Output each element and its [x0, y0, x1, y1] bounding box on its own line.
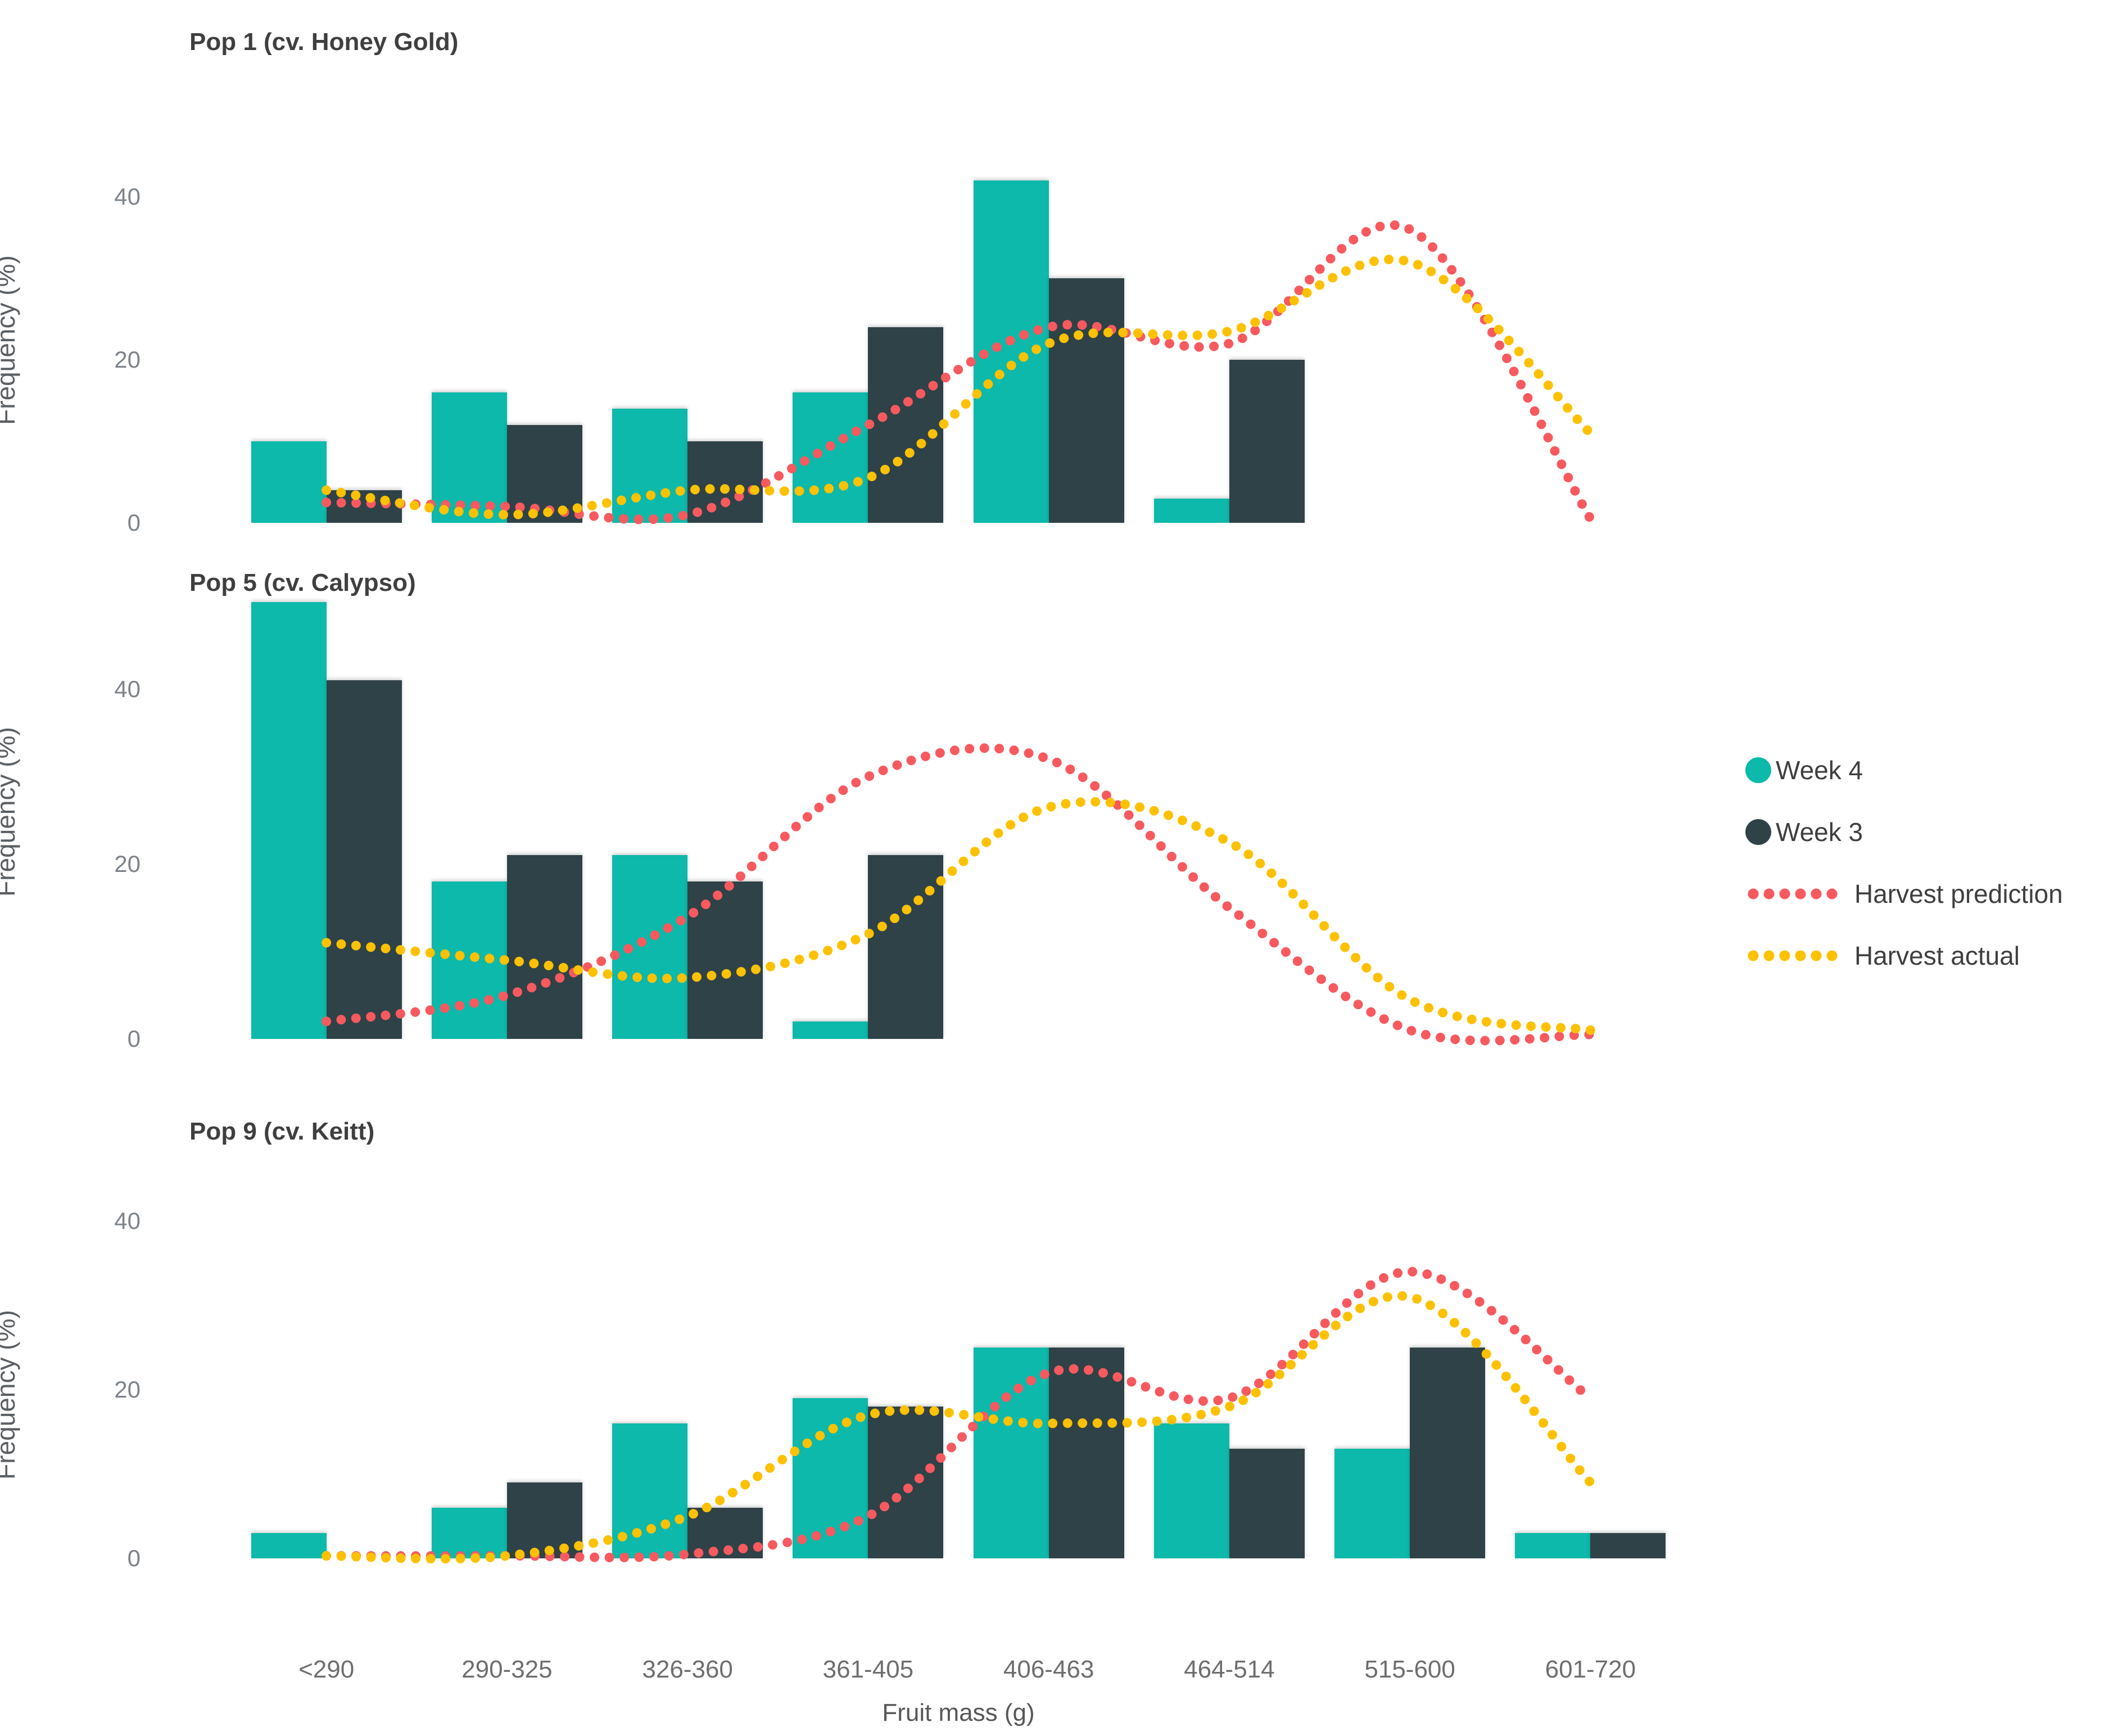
bar-week3-cat4	[1048, 278, 1124, 523]
bar-week3-cat0	[326, 680, 402, 1039]
bar-week3-cat5	[1229, 1449, 1305, 1558]
plot-area-pop5	[236, 585, 1681, 1046]
bar-week3-cat5	[1229, 360, 1305, 523]
y-tick-label: 0	[127, 1025, 141, 1052]
y-tick-label: 20	[114, 1376, 141, 1403]
x-category-label: 464-514	[1184, 1656, 1275, 1683]
panel-title-pop1: Pop 1 (cv. Honey Gold)	[189, 28, 459, 56]
legend-label: Week 3	[1776, 817, 1863, 847]
y-tick-label: 20	[114, 851, 141, 877]
harvest-actual-line	[322, 797, 1595, 1035]
plot-area-pop1	[236, 157, 1681, 525]
bar-week3-cat3	[868, 327, 944, 523]
bar-week4-cat5	[1153, 498, 1229, 523]
legend-label: Week 4	[1776, 756, 1863, 785]
legend-item-harvest-actual: Harvest actual	[1745, 936, 2020, 975]
bar-week3-cat3	[868, 1407, 944, 1558]
bar-week3-cat7	[1590, 1533, 1666, 1558]
panel-title-pop5: Pop 5 (cv. Calypso)	[189, 569, 416, 596]
x-category-label: 290-325	[461, 1656, 553, 1683]
bar-week4-cat4	[973, 1348, 1049, 1558]
harvest-prediction-line	[322, 1267, 1595, 1562]
y-axis-title-pop1: Frequency (%)	[0, 255, 20, 425]
y-tick-label: 40	[114, 183, 141, 210]
y-tick-label: 40	[114, 676, 141, 702]
x-category-label: 326-360	[642, 1656, 733, 1683]
dotted-line-icon	[1745, 888, 1840, 899]
panel-title-pop9: Pop 9 (cv. Keitt)	[189, 1118, 375, 1145]
plot-area-pop9	[236, 1231, 1681, 1564]
bar-week4-cat1	[431, 1508, 507, 1558]
legend-label: Harvest actual	[1854, 941, 2020, 970]
bar-week4-cat7	[1515, 1533, 1591, 1558]
bar-week3-cat2	[687, 881, 763, 1039]
y-tick-label: 0	[127, 1545, 141, 1571]
legend-item-week3: Week 3	[1745, 812, 1863, 852]
y-tick-label: 0	[127, 509, 141, 536]
week3-swatch-icon	[1745, 819, 1771, 845]
x-category-label: 515-600	[1364, 1656, 1455, 1683]
bar-week4-cat2	[612, 409, 688, 523]
harvest-lines-layer	[322, 220, 1595, 525]
legend-label: Harvest prediction	[1854, 879, 2063, 908]
y-tick-label: 20	[114, 346, 141, 373]
x-axis-title: Fruit mass (g)	[882, 1699, 1035, 1726]
bar-week3-cat1	[506, 1482, 582, 1558]
legend-item-harvest-prediction: Harvest prediction	[1745, 874, 2063, 914]
x-category-label: <290	[298, 1656, 355, 1683]
bar-week3-cat3	[868, 855, 944, 1039]
bar-week4-cat0	[251, 1533, 327, 1558]
harvest-lines-layer	[322, 1267, 1595, 1564]
bar-week3-cat4	[1048, 1348, 1124, 1558]
x-category-label: 406-463	[1003, 1656, 1094, 1683]
harvest-prediction-line	[322, 220, 1595, 525]
y-axis-title-pop5: Frequency (%)	[0, 727, 20, 897]
bar-week4-cat0	[251, 441, 327, 523]
legend-item-week4: Week 4	[1745, 751, 1863, 790]
harvest-actual-line	[322, 254, 1595, 520]
dotted-line-icon	[1745, 950, 1840, 961]
harvest-actual-line	[322, 1291, 1595, 1564]
bar-week4-cat5	[1153, 1423, 1229, 1558]
x-category-label: 601-720	[1545, 1656, 1636, 1683]
x-category-label: 361-405	[822, 1656, 914, 1683]
week4-swatch-icon	[1745, 757, 1771, 783]
bar-week3-cat6	[1410, 1348, 1486, 1558]
y-axis-title-pop9: Frequency (%)	[0, 1310, 20, 1480]
bar-week4-cat3	[793, 1021, 868, 1039]
bar-week4-cat0	[251, 602, 327, 1039]
bar-week4-cat6	[1334, 1449, 1410, 1558]
bar-week3-cat1	[506, 855, 582, 1039]
harvest-lines-layer	[322, 743, 1595, 1046]
y-tick-label: 40	[114, 1208, 141, 1234]
